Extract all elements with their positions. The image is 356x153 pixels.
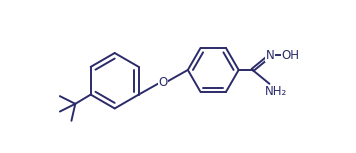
Text: O: O xyxy=(159,76,168,89)
Text: NH₂: NH₂ xyxy=(265,85,287,98)
Text: OH: OH xyxy=(281,49,299,62)
Text: N: N xyxy=(266,49,274,62)
